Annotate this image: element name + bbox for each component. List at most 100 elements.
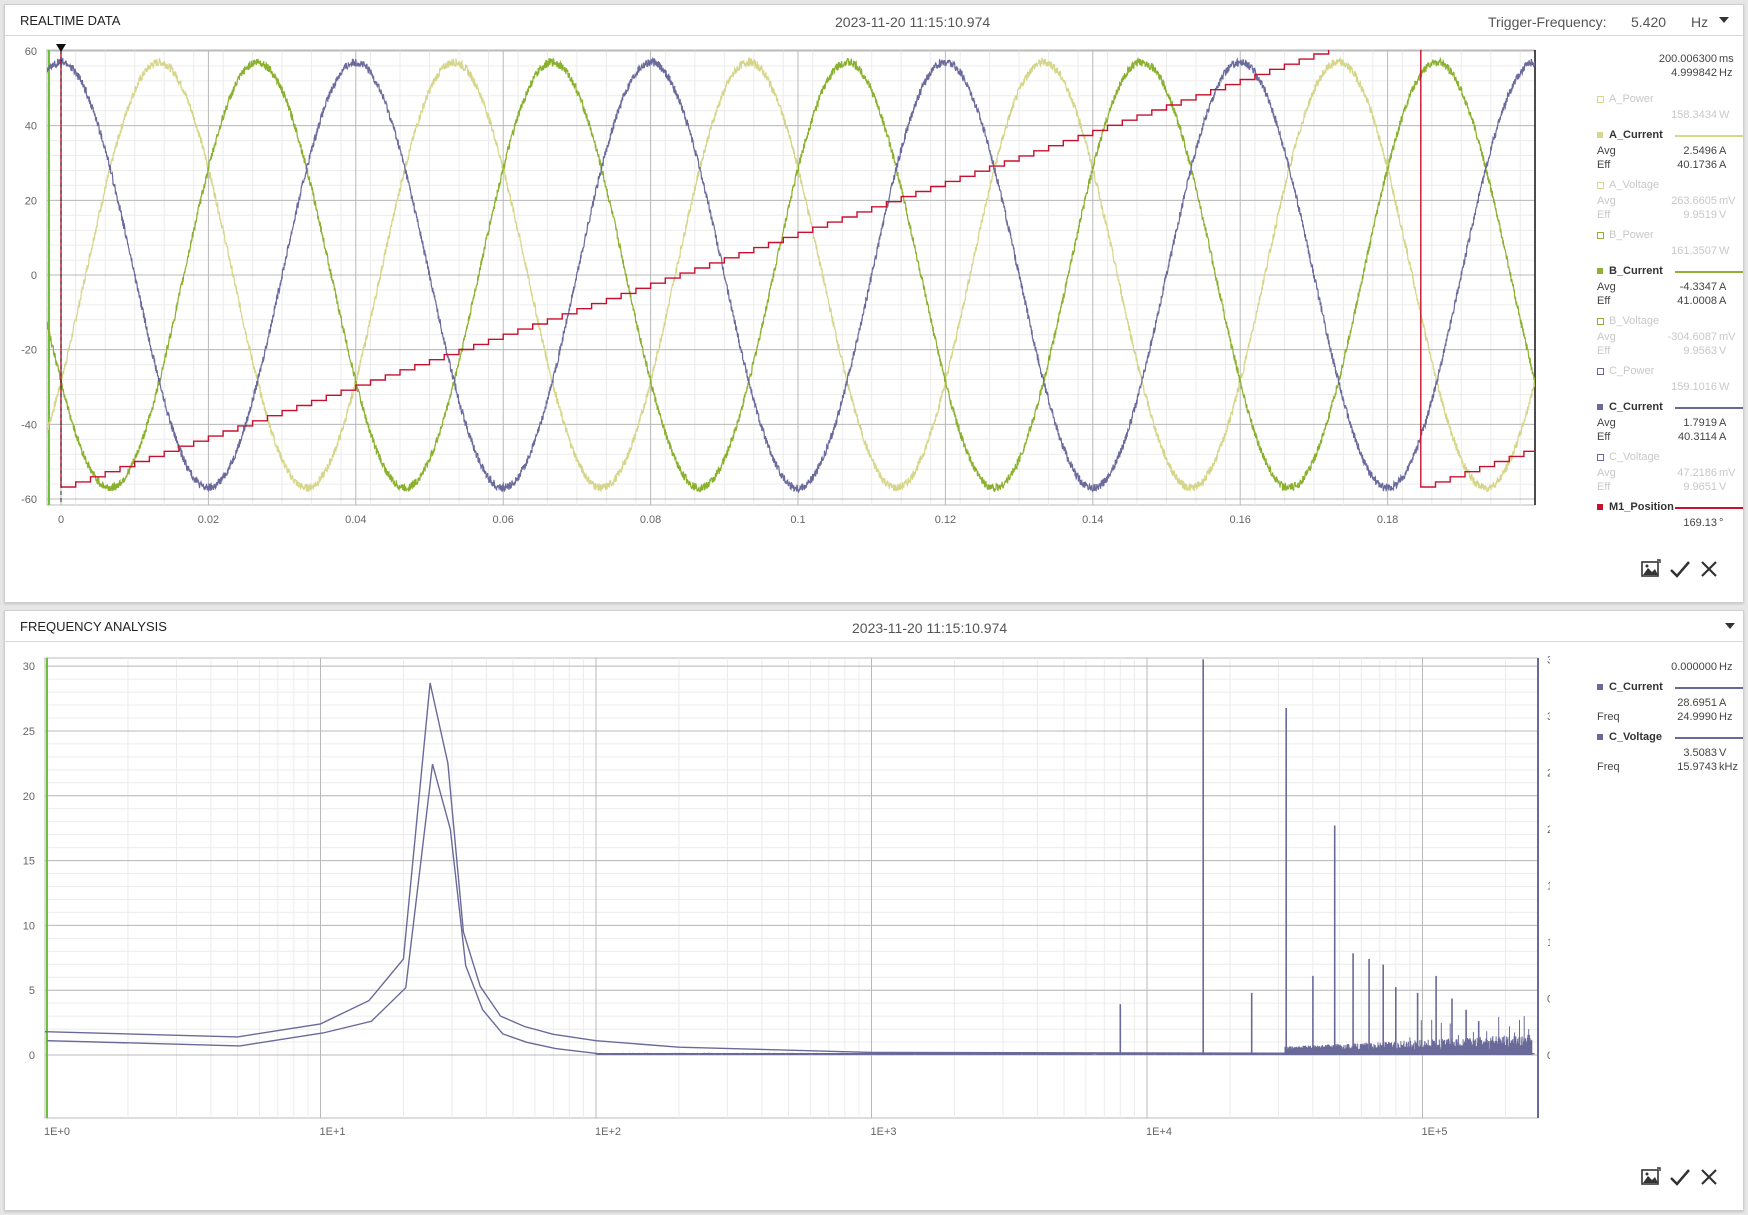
y-left-tick-label: 10 [23, 920, 35, 932]
legend-stat-unit: W [1719, 109, 1730, 121]
checkmark-icon[interactable] [1669, 558, 1691, 580]
legend-swatch[interactable] [1597, 232, 1604, 239]
legend-stat-value: 9.9563 [1683, 345, 1717, 357]
frequency-analysis-panel: FREQUENCY ANALYSIS 2023-11-20 11:15:10.9… [4, 610, 1744, 1211]
legend-stat-label: Avg [1597, 145, 1616, 157]
legend-series-name[interactable]: A_Voltage [1609, 179, 1660, 191]
legend-stat-unit: V [1719, 481, 1727, 493]
x-tick-label: 0.18 [1377, 514, 1398, 526]
legend-stat-unit: ° [1719, 517, 1724, 529]
legend-stat-label: Avg [1597, 417, 1616, 429]
x-tick-label: 0 [58, 514, 64, 526]
frequency-legend: 0.000000 Hz C_Current 28.6951 A Freq 24.9990… [1585, 661, 1743, 773]
legend-series-name[interactable]: A_Current [1609, 129, 1663, 141]
legend-series-name[interactable]: B_Power [1609, 229, 1654, 241]
frequency-header: FREQUENCY ANALYSIS 2023-11-20 11:15:10.9… [5, 611, 1743, 642]
y-left-tick-label: 60 [25, 46, 37, 58]
legend-stat-label: Freq [1597, 711, 1620, 723]
chevron-down-icon[interactable] [1719, 17, 1729, 23]
legend-swatch[interactable] [1597, 454, 1604, 461]
panel-title: REALTIME DATA [20, 13, 121, 28]
legend-stat-unit: V [1719, 209, 1727, 221]
cursor-frequency: 4.999842 [1671, 67, 1717, 79]
y-right-tick-label: 2.5 [1547, 767, 1550, 779]
legend-swatch[interactable] [1597, 182, 1604, 189]
legend-line [1675, 507, 1743, 509]
trigger-frequency-unit: Hz [1691, 14, 1709, 30]
cursor-time-unit: ms [1719, 53, 1734, 65]
legend-stat-unit: A [1719, 295, 1727, 307]
legend-swatch[interactable] [1597, 318, 1604, 325]
export-image-icon[interactable] [1640, 1166, 1662, 1188]
legend-stat-label: Eff [1597, 295, 1611, 307]
legend-series-name[interactable]: C_Voltage [1609, 451, 1660, 463]
close-icon[interactable] [1698, 558, 1720, 580]
legend-swatch[interactable] [1597, 504, 1603, 510]
trigger-marker-icon[interactable] [56, 44, 66, 52]
legend-stat-unit: W [1719, 245, 1730, 257]
chevron-down-icon[interactable] [1725, 623, 1735, 629]
realtime-plot[interactable]: 0 0.02 0.04 0.06 0.08 0.1 0.12 0.14 0.16 0.18 60 40… [5, 36, 1545, 601]
x-tick-label: 0.16 [1229, 514, 1250, 526]
realtime-legend: 200.006300 ms 4.999842 Hz A_Power 158.343… [1585, 53, 1743, 529]
legend-stat-unit: A [1719, 159, 1727, 171]
legend-stat-unit: mV [1719, 467, 1736, 479]
x-tick-label: 0.02 [198, 514, 219, 526]
x-tick-label: 1E+5 [1422, 1126, 1448, 1138]
legend-series-name[interactable]: M1_Position [1609, 501, 1674, 513]
legend-series-name[interactable]: C_Voltage [1609, 731, 1662, 743]
legend-stat-value: 159.1016 [1671, 381, 1717, 393]
legend-series-name[interactable]: A_Power [1609, 93, 1654, 105]
legend-stat-value: 40.3114 [1678, 431, 1717, 443]
x-tick-label: 0.04 [345, 514, 366, 526]
legend-line [1675, 687, 1743, 689]
y-right-tick-label: 2 [1547, 824, 1550, 836]
legend-stat-unit: W [1719, 381, 1730, 393]
legend-line [1675, 407, 1743, 409]
legend-series-name[interactable]: B_Voltage [1609, 315, 1660, 327]
series-line-a-current [47, 56, 1535, 493]
x-tick-label: 1E+3 [871, 1126, 897, 1138]
series-line-c-voltage [47, 763, 1535, 1055]
y-right-tick-label: 0 [1547, 1050, 1550, 1062]
legend-series-name[interactable]: C_Current [1609, 681, 1663, 693]
panel-title: FREQUENCY ANALYSIS [20, 619, 167, 634]
trigger-frequency-label: Trigger-Frequency: [1488, 14, 1607, 30]
y-right-tick-label: 0.5 [1547, 993, 1550, 1005]
legend-series-name[interactable]: C_Power [1609, 365, 1655, 377]
checkmark-icon[interactable] [1669, 1166, 1691, 1188]
timestamp: 2023-11-20 11:15:10.974 [835, 14, 991, 30]
legend-stat-label: Eff [1597, 481, 1611, 493]
y-left-tick-label: -20 [21, 345, 37, 357]
legend-swatch[interactable] [1597, 684, 1603, 690]
legend-stat-label: Eff [1597, 431, 1611, 443]
legend-stat-label: Avg [1597, 195, 1616, 207]
legend-swatch[interactable] [1597, 268, 1603, 274]
x-tick-label: 1E+4 [1146, 1126, 1172, 1138]
legend-swatch[interactable] [1597, 734, 1603, 740]
export-image-icon[interactable] [1640, 558, 1662, 580]
plot-area [46, 49, 1536, 506]
x-tick-label: 0.12 [935, 514, 956, 526]
legend-stat-unit: mV [1719, 331, 1736, 343]
frequency-plot[interactable]: 1E+01E+11E+21E+31E+41E+53025201510503.53… [5, 642, 1550, 1209]
legend-swatch[interactable] [1597, 404, 1603, 410]
legend-stat-value: 40.1736 [1677, 159, 1717, 171]
y-left-tick-label: 30 [23, 661, 35, 673]
series-line-c-current [45, 682, 1533, 1055]
trigger-frequency-value[interactable]: 5.420 [1631, 14, 1667, 30]
cursor-time: 200.006300 [1658, 53, 1717, 65]
legend-line [1675, 135, 1743, 137]
legend-series-name[interactable]: B_Current [1609, 265, 1663, 277]
legend-stat-value: 2.5496 [1683, 145, 1717, 157]
cursor-frequency-unit: Hz [1719, 661, 1733, 673]
legend-series-name[interactable]: C_Current [1609, 401, 1663, 413]
x-tick-label: 0.14 [1082, 514, 1103, 526]
x-tick-label: 0.1 [790, 514, 805, 526]
legend-swatch[interactable] [1597, 368, 1604, 375]
legend-swatch[interactable] [1597, 96, 1604, 103]
legend-swatch[interactable] [1597, 132, 1603, 138]
y-left-tick-label: -40 [21, 419, 37, 431]
close-icon[interactable] [1698, 1166, 1720, 1188]
y-left-tick-label: 15 [23, 856, 35, 868]
